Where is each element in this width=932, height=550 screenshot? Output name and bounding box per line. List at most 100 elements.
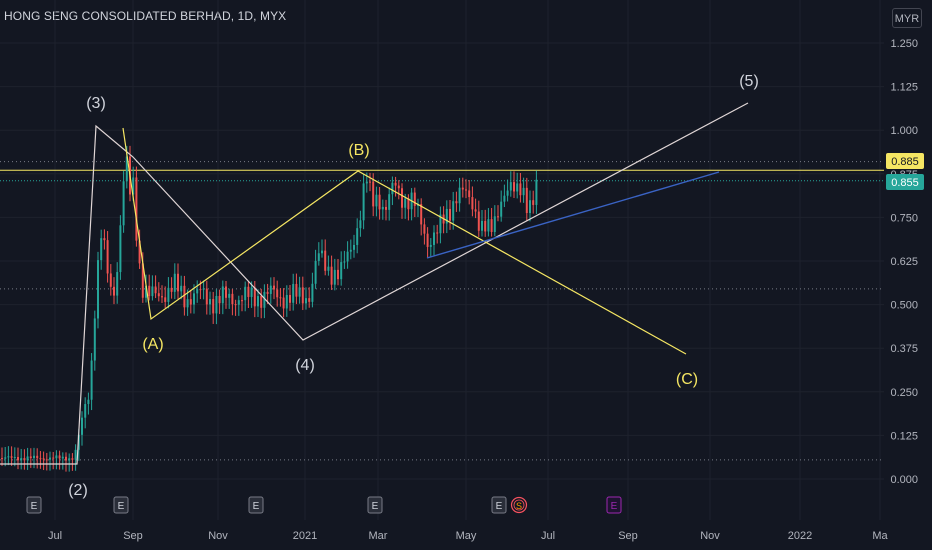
candlesticks	[1, 145, 538, 472]
candle-body	[455, 201, 458, 204]
earnings-event-box	[113, 496, 129, 514]
candle-body	[433, 232, 435, 245]
time-tick-label: Sep	[123, 530, 143, 542]
price-label-bg	[886, 174, 924, 190]
candle-body	[65, 456, 67, 461]
candle-body	[276, 289, 279, 298]
candle-body	[125, 156, 128, 182]
candle-body	[141, 263, 144, 298]
candle-body	[49, 457, 51, 460]
split-event-inner	[513, 499, 525, 511]
candle-body	[177, 273, 179, 292]
candle-body	[321, 250, 323, 254]
time-tick-label: May	[456, 530, 477, 542]
candle-body	[500, 201, 503, 217]
candle-body	[385, 206, 387, 210]
candle-body	[247, 286, 250, 297]
earnings-event-label: E	[31, 501, 38, 512]
candle-body	[180, 285, 183, 292]
candle-body	[52, 457, 55, 459]
candle-body	[305, 298, 307, 304]
candle-body	[154, 286, 157, 294]
candle-body	[365, 181, 368, 184]
candle-body	[311, 283, 314, 302]
candle-body	[218, 295, 221, 304]
candle-body	[481, 220, 483, 231]
candle-body	[292, 283, 295, 303]
candle-body	[116, 272, 119, 296]
candle-body	[122, 181, 125, 226]
candle-body	[487, 219, 490, 232]
candle-body	[250, 287, 253, 297]
candle-body	[436, 232, 439, 234]
candle-body	[68, 458, 71, 461]
candle-body	[151, 286, 154, 297]
candle-body	[113, 286, 115, 296]
candle-body	[237, 300, 240, 305]
price-axis[interactable]: 1.2501.1251.0000.8750.7500.6250.5000.375…	[886, 38, 924, 486]
candle-body	[324, 250, 327, 271]
candle-body	[221, 286, 224, 304]
candle-body	[100, 238, 103, 261]
candle-body	[333, 269, 336, 285]
earnings-event-icon: E	[26, 496, 42, 514]
candle-body	[407, 198, 410, 210]
candle-body	[145, 285, 147, 298]
candle-body	[525, 187, 528, 214]
earnings-event-box	[491, 496, 507, 514]
candle-body	[225, 286, 227, 298]
candle-body	[391, 182, 394, 195]
candle-body	[369, 181, 371, 183]
candle-body	[314, 260, 317, 284]
candle-body	[253, 287, 256, 307]
candle-body	[260, 296, 263, 308]
trend-line-blue	[426, 171, 720, 259]
candle-body	[445, 208, 448, 224]
candle-body	[167, 287, 170, 302]
candle-body	[269, 285, 272, 294]
time-tick-label: Sep	[618, 530, 638, 542]
candle-body	[71, 458, 74, 460]
earnings-event-icon: E	[491, 496, 507, 514]
wave-label: (C)	[676, 371, 698, 388]
candle-body	[10, 456, 13, 458]
candle-body	[199, 289, 202, 291]
price-label-text: 0.885	[891, 156, 919, 168]
candle-body	[279, 297, 282, 299]
candle-body	[477, 211, 480, 231]
candle-body	[346, 251, 349, 262]
candle-body	[461, 187, 464, 190]
earnings-event-box	[606, 496, 622, 514]
price-tick-label: 0.375	[890, 343, 918, 355]
impulse-wave-line	[0, 102, 749, 465]
candle-body	[282, 297, 285, 309]
wave-label: (2)	[68, 482, 88, 499]
candle-body	[378, 194, 381, 210]
time-axis[interactable]: Jul Sep Nov 2021 Mar May Jul Sep Nov 2022 Ma	[48, 530, 889, 542]
candle-body	[90, 360, 93, 400]
candle-body	[13, 457, 16, 459]
corrective-wave-line	[122, 127, 687, 355]
candle-body	[449, 208, 451, 221]
candle-body	[349, 249, 352, 252]
horizontal-levels	[0, 161, 884, 461]
currency-button[interactable]: MYR	[892, 8, 922, 28]
candle-body	[205, 288, 208, 305]
candle-body	[42, 458, 45, 460]
earnings-event-label: E	[253, 501, 260, 512]
split-event-icon: S	[510, 496, 528, 514]
candle-body	[343, 261, 346, 263]
candle-body	[535, 179, 538, 205]
price-label-bg	[886, 153, 924, 169]
candle-body	[186, 299, 189, 308]
time-tick-label: Mar	[369, 530, 388, 542]
candle-body	[193, 293, 195, 305]
candle-body	[298, 287, 301, 297]
candle-body	[228, 293, 231, 298]
candle-body	[388, 194, 391, 210]
candle-body	[97, 260, 99, 319]
candle-body	[397, 185, 400, 189]
wave-label: (A)	[142, 336, 163, 353]
candle-body	[196, 289, 199, 294]
